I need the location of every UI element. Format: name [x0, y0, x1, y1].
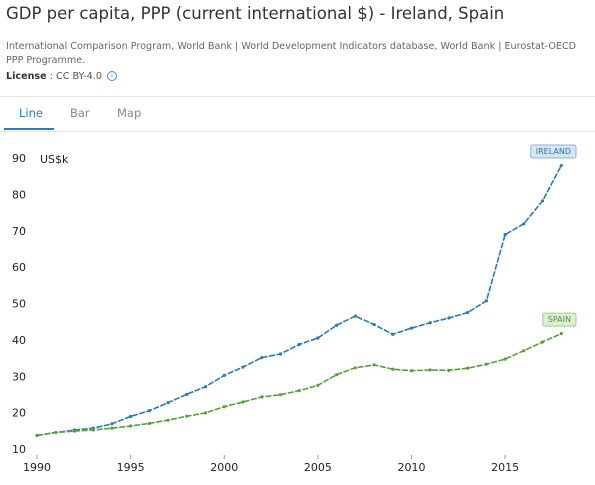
data-point [203, 411, 208, 415]
y-tick-label: 20 [12, 407, 26, 420]
license: License : CC BY-4.0 i [6, 71, 117, 82]
data-point [466, 310, 470, 315]
license-text: : CC BY-4.0 [49, 71, 102, 82]
y-tick-label: 40 [12, 334, 26, 347]
tab-bar: Line Bar Map [0, 96, 595, 132]
data-point [559, 163, 563, 168]
data-point [316, 383, 320, 387]
data-point [353, 314, 357, 318]
license-label: License [6, 71, 47, 82]
y-tick-label: 50 [12, 298, 26, 311]
data-point [334, 323, 339, 327]
x-tick-label: 1995 [117, 461, 145, 474]
x-tick-label: 2015 [491, 461, 519, 474]
data-point [297, 342, 301, 347]
tab-line[interactable]: Line [19, 106, 43, 120]
series-label-text: IRELAND [536, 147, 571, 156]
series-label-text: SPAIN [548, 315, 571, 324]
data-point [522, 222, 526, 226]
data-point [91, 428, 95, 432]
data-point [466, 366, 470, 370]
data-point [166, 401, 170, 405]
data-point [391, 367, 395, 371]
data-point [147, 421, 151, 426]
data-point [522, 349, 526, 353]
data-point [278, 393, 283, 397]
data-point [35, 433, 39, 438]
data-point [129, 414, 133, 419]
data-point [54, 430, 58, 435]
series-line [36, 332, 562, 437]
x-tick-label: 1990 [23, 461, 51, 474]
data-point [185, 392, 189, 396]
series-label: IRELAND [530, 144, 577, 159]
data-point [278, 352, 283, 356]
active-tab-indicator [4, 128, 54, 130]
x-tick-label: 2010 [397, 461, 425, 474]
data-point [447, 316, 451, 320]
data-point [222, 373, 226, 378]
data-point [241, 365, 245, 369]
series-label-box [542, 312, 577, 327]
data-point [110, 426, 114, 430]
data-point [316, 336, 320, 340]
source-text: International Comparison Program, World … [6, 41, 577, 66]
data-point [428, 368, 432, 372]
data-point [503, 357, 507, 361]
data-point [147, 409, 151, 413]
data-point [353, 366, 357, 370]
data-point [297, 389, 301, 393]
info-icon[interactable]: i [106, 71, 117, 81]
data-point [372, 363, 376, 367]
data-point [559, 332, 563, 336]
data-point [372, 322, 376, 327]
data-point [185, 414, 189, 418]
x-tick-label: 2005 [304, 461, 332, 474]
data-point [260, 356, 264, 360]
series-label: SPAIN [542, 312, 577, 327]
data-point [110, 422, 114, 426]
y-tick-label: 70 [12, 225, 26, 238]
data-point [540, 340, 545, 344]
data-point [484, 299, 488, 303]
data-point [409, 326, 414, 330]
data-point [447, 368, 451, 372]
y-unit: US$k [40, 153, 69, 166]
x-tick-label: 2000 [210, 461, 238, 474]
data-point [540, 199, 545, 203]
data-point [428, 321, 432, 325]
series-line [36, 165, 563, 437]
data-point [203, 385, 208, 389]
data-point [241, 400, 245, 404]
data-point [260, 395, 264, 399]
tab-map[interactable]: Map [117, 106, 142, 120]
tab-bar-chart[interactable]: Bar [70, 106, 90, 120]
data-point [129, 424, 133, 428]
y-tick-label: 60 [12, 261, 26, 274]
data-point [503, 233, 507, 237]
data-point [409, 369, 414, 373]
page-title: GDP per capita, PPP (current internation… [6, 4, 505, 23]
data-point [72, 429, 77, 433]
series-label-box [530, 144, 577, 159]
data-point [334, 373, 339, 377]
y-tick-label: 80 [12, 188, 26, 201]
y-tick-label: 30 [12, 370, 26, 383]
y-tick-label: 90 [12, 152, 26, 165]
data-point [484, 362, 488, 366]
data-point [391, 332, 395, 336]
data-point [222, 405, 226, 409]
y-tick-label: 10 [12, 443, 26, 456]
data-point [166, 418, 170, 422]
